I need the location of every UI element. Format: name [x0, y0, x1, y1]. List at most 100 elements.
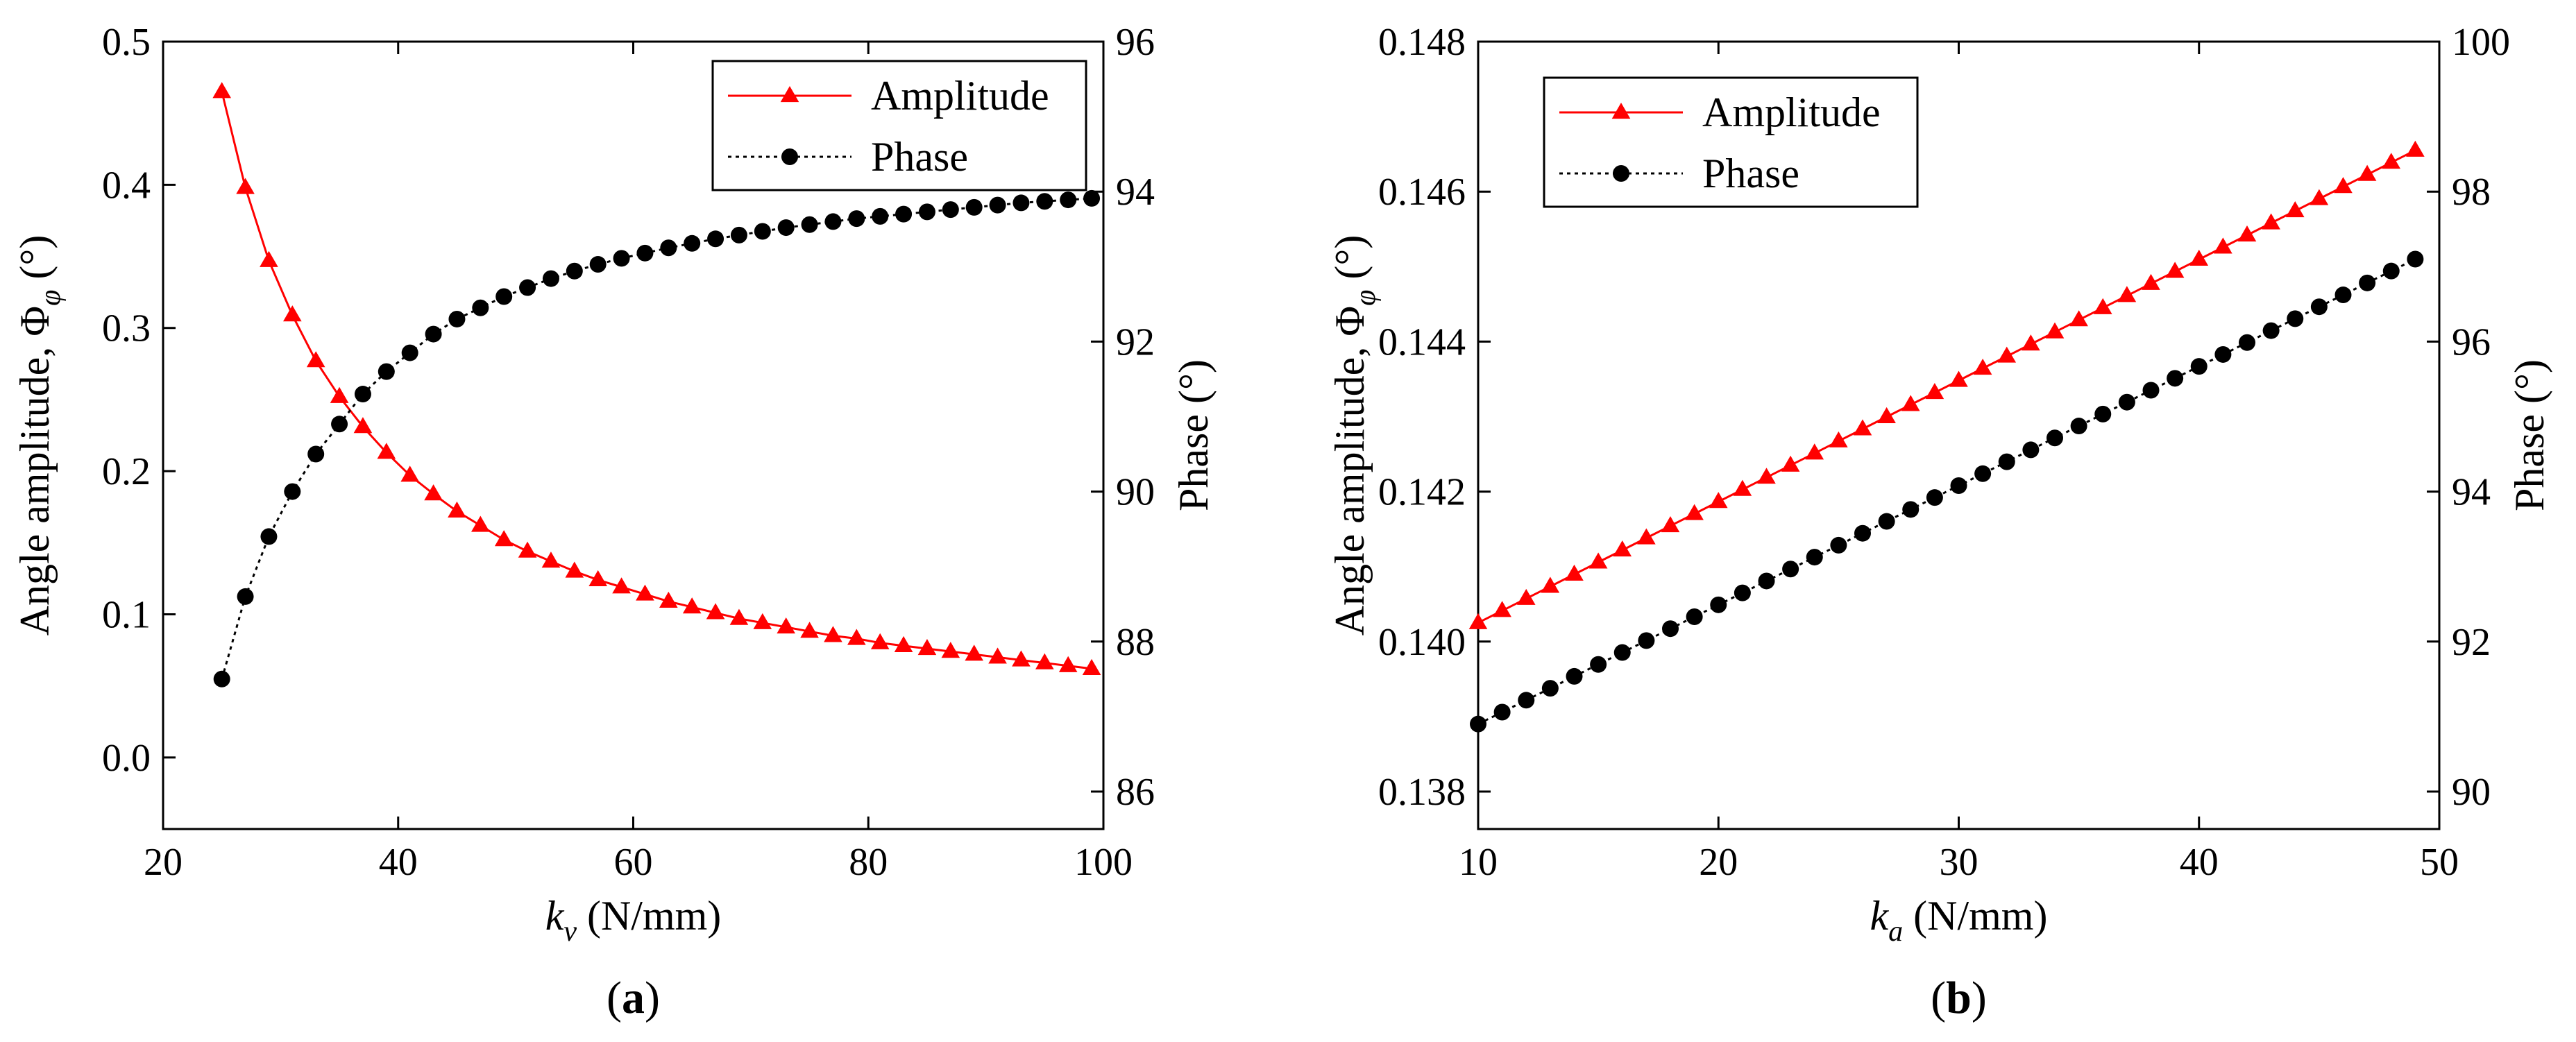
data-point-phase [1662, 620, 1679, 638]
data-point-phase [1878, 513, 1895, 530]
y-right-axis-label: Phase (°) [2507, 359, 2552, 511]
x-axis-label-sub: a [1888, 916, 1903, 948]
data-point-phase [2214, 345, 2232, 363]
legend-marker-phase [1613, 165, 1629, 182]
data-point-phase [284, 483, 301, 500]
x-tick-label: 20 [144, 841, 183, 884]
data-point-phase [1566, 667, 1583, 685]
y-left-axis-label-text: Angle amplitude, Φ [12, 306, 58, 635]
data-point-amplitude [2093, 298, 2112, 314]
data-point-amplitude [1733, 479, 1752, 496]
data-point-phase [2382, 262, 2400, 280]
data-point-amplitude [2142, 273, 2160, 290]
legend-marker-phase [781, 148, 798, 165]
legend-marker-amplitude [1611, 103, 1631, 119]
data-point-amplitude [800, 622, 819, 638]
data-point-phase [636, 244, 654, 262]
data-point-amplitude [2045, 322, 2065, 339]
y-right-tick-label: 92 [2452, 621, 2491, 664]
data-point-amplitude [1877, 407, 1896, 423]
data-point-amplitude [1565, 564, 1584, 581]
chart-panel-a: 20 40 60 80 100 0.0 0.1 0.2 0.3 0.4 0.5 86 88 90 92 94 9… [12, 21, 1217, 1023]
y-left-axis-label-text: Angle amplitude, Φ [1327, 306, 1373, 635]
data-point-amplitude [1829, 431, 1848, 447]
data-point-amplitude [565, 561, 584, 578]
y-left-tick-label: 0.3 [102, 307, 151, 350]
data-point-amplitude [2334, 177, 2353, 194]
data-point-amplitude [2189, 249, 2209, 266]
data-point-phase [307, 445, 325, 463]
data-point-phase [519, 279, 536, 296]
y-right-tick-label: 92 [1116, 321, 1155, 364]
y-left-axis-label-sub: φ [35, 290, 67, 306]
data-point-phase [237, 588, 254, 605]
x-tick-label: 40 [2180, 841, 2219, 884]
data-point-amplitude [1541, 576, 1560, 593]
data-point-phase [2407, 250, 2424, 268]
data-point-phase [965, 198, 983, 216]
data-point-phase [848, 210, 865, 228]
data-point-phase [801, 216, 818, 233]
data-point-phase [872, 207, 889, 225]
legend-marker-amplitude [780, 86, 799, 103]
data-point-amplitude [1613, 540, 1632, 557]
data-point-phase [1638, 632, 1655, 649]
y-right-tick-label: 90 [1116, 471, 1155, 514]
data-point-phase [2190, 358, 2208, 375]
legend-label-phase: Phase [1702, 151, 1799, 196]
data-point-amplitude [471, 515, 490, 532]
y-left-tick-label: 0.4 [102, 164, 151, 207]
data-point-amplitude [1058, 656, 1078, 672]
data-point-amplitude [894, 635, 913, 652]
y-right-axis-label: Phase (°) [1171, 359, 1217, 511]
data-point-phase [1734, 584, 1751, 601]
data-point-phase [1036, 193, 1053, 210]
data-point-phase [1974, 465, 1992, 482]
data-point-phase [542, 270, 559, 287]
data-point-phase [2047, 429, 2063, 447]
legend-label-amplitude: Amplitude [871, 73, 1049, 119]
y-left-tick-label: 0.146 [1378, 171, 1466, 214]
data-point-phase [730, 226, 747, 244]
x-tick-label: 30 [1940, 841, 1978, 884]
data-point-phase [2094, 405, 2112, 422]
legend: Amplitude Phase [1543, 76, 1919, 208]
data-point-phase [331, 416, 348, 433]
data-point-phase [589, 256, 607, 273]
data-point-amplitude [2022, 334, 2040, 351]
y-left-tick-label: 0.140 [1378, 621, 1466, 664]
data-point-phase [942, 201, 959, 219]
data-point-phase [260, 528, 278, 545]
data-point-amplitude [400, 466, 419, 482]
y-right-tick-label: 94 [2452, 471, 2491, 514]
data-point-amplitude [306, 351, 325, 368]
y-left-tick-label: 0.1 [102, 593, 151, 636]
data-point-phase [707, 230, 724, 248]
data-point-phase [684, 234, 701, 252]
legend-box [711, 60, 1087, 191]
y-left-tick-label: 0.148 [1378, 21, 1466, 64]
data-point-phase [2239, 334, 2255, 351]
panel-label-open: ( [1931, 973, 1946, 1023]
data-point-phase [1590, 656, 1607, 673]
data-point-amplitude [236, 178, 255, 194]
data-point-amplitude [1949, 370, 1968, 387]
x-tick-label: 20 [1699, 841, 1738, 884]
data-point-amplitude [1082, 658, 1101, 675]
data-point-amplitude [824, 626, 842, 642]
data-point-amplitude [2214, 237, 2232, 254]
data-point-phase [2167, 370, 2184, 387]
data-point-phase [472, 299, 489, 316]
series-line-phase [1477, 258, 2416, 726]
data-point-phase [1060, 191, 1077, 209]
data-point-amplitude [1468, 613, 1488, 629]
panel-label-open: ( [607, 973, 622, 1023]
data-point-phase [1710, 596, 1727, 613]
data-point-phase [1493, 703, 1511, 721]
y-left-tick-label: 0.144 [1378, 321, 1466, 364]
data-point-phase [213, 670, 230, 687]
data-point-amplitude [2382, 153, 2401, 169]
data-point-amplitude [588, 570, 607, 587]
data-point-amplitude [612, 577, 631, 594]
